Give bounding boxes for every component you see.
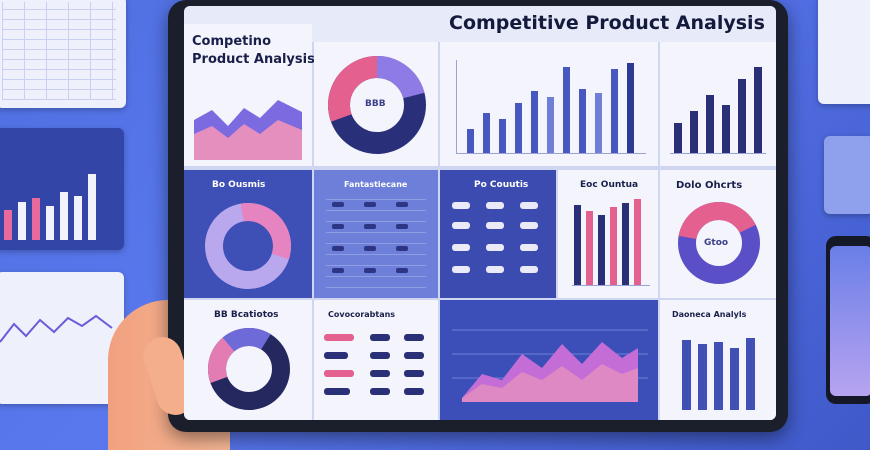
panel-title-r2c5: Dolo Ohcrts <box>676 180 743 191</box>
panel-title-r3c1: BB Bcatiotos <box>214 310 279 320</box>
donut-chart-icon <box>208 328 290 410</box>
panel-title-r3c2: Covocorabtans <box>328 310 396 319</box>
bg-topright-card <box>818 0 870 104</box>
donut-center-label: BBB <box>365 99 386 109</box>
bar-chart-right <box>670 62 766 154</box>
bar-chart-panel-bottom: Daoneca Analyls <box>660 300 776 420</box>
panel-title-r2c1: Bo Ousmis <box>212 180 266 190</box>
bg-table-card <box>0 0 126 108</box>
bg-table-grid <box>2 2 116 100</box>
table-panel-a: Fantastiecane <box>314 170 438 298</box>
bg-buttons-card <box>824 136 870 214</box>
bar-chart-mid <box>572 196 650 286</box>
table-panel-b: Po Couutis <box>440 170 556 298</box>
donut-panel-top: BBB <box>314 42 438 166</box>
bg-bar-chart <box>4 168 104 240</box>
donut-center-label-right: Gtoo <box>704 238 729 248</box>
donut-chart-icon <box>205 203 291 289</box>
donut-chart-icon <box>328 56 426 154</box>
title-area-panel: Competino Product Analysis <box>184 24 315 166</box>
panel-title-r2c3: Po Couutis <box>474 180 529 190</box>
table-icon <box>326 198 426 288</box>
dashboard-screen: Competitive Product Analysis Competino P… <box>184 6 776 420</box>
bg-line-chart <box>0 314 113 343</box>
panel-title-r2c4: Eoc Ountua <box>580 180 639 190</box>
area-chart-panel <box>440 300 658 420</box>
area-chart-icon <box>452 329 648 402</box>
bg-bar-card <box>0 128 124 250</box>
donut-panel-bottom: BB Bcatiotos <box>184 300 312 420</box>
bar-chart-top <box>456 60 646 154</box>
corner-title-line1: Competino <box>192 34 271 49</box>
icon-grid <box>450 200 546 286</box>
corner-title-line2: Product Analysis <box>192 52 315 67</box>
bar-chart-bottom <box>680 330 764 410</box>
bg-line-card <box>0 272 124 404</box>
donut-chart-icon <box>678 202 760 284</box>
bar-chart-panel-right <box>660 42 776 166</box>
area-chart-icon <box>194 100 302 160</box>
bar-chart-panel-mid: Eoc Ountua <box>558 170 658 298</box>
bar-chart-panel-top <box>440 42 658 166</box>
donut-panel-right: Dolo Ohcrts Gtoo <box>660 170 776 298</box>
panel-title-r3c5: Daoneca Analyls <box>672 310 747 319</box>
panel-title-r2c2: Fantastiecane <box>344 180 408 189</box>
phone-screen <box>830 246 870 396</box>
main-title: Competitive Product Analysis <box>449 12 765 34</box>
list-panel: Covocorabtans <box>314 300 438 420</box>
donut-panel-mid: Bo Ousmis <box>184 170 312 298</box>
